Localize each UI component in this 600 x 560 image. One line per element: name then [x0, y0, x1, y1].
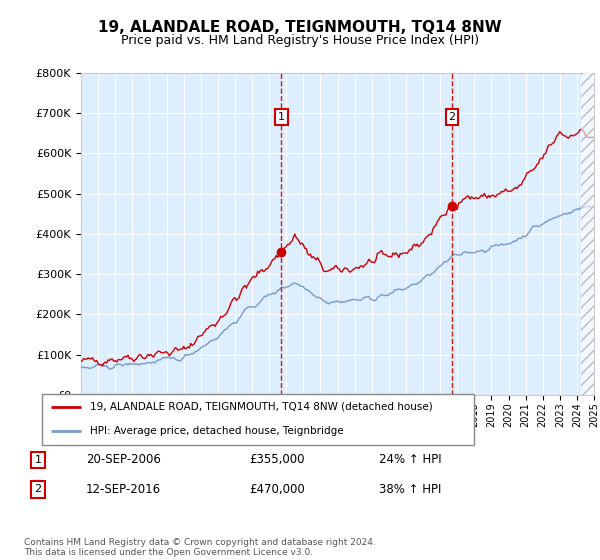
- Text: 24% ↑ HPI: 24% ↑ HPI: [379, 453, 442, 466]
- Text: Contains HM Land Registry data © Crown copyright and database right 2024.
This d: Contains HM Land Registry data © Crown c…: [24, 538, 376, 557]
- Text: £470,000: £470,000: [250, 483, 305, 496]
- Text: £355,000: £355,000: [250, 453, 305, 466]
- Text: HPI: Average price, detached house, Teignbridge: HPI: Average price, detached house, Teig…: [89, 426, 343, 436]
- Text: 19, ALANDALE ROAD, TEIGNMOUTH, TQ14 8NW (detached house): 19, ALANDALE ROAD, TEIGNMOUTH, TQ14 8NW …: [89, 402, 432, 412]
- Text: 38% ↑ HPI: 38% ↑ HPI: [379, 483, 442, 496]
- Text: 2: 2: [35, 484, 41, 494]
- Text: 1: 1: [35, 455, 41, 465]
- Text: 1: 1: [278, 112, 285, 122]
- Text: 2: 2: [449, 112, 455, 122]
- Text: 19, ALANDALE ROAD, TEIGNMOUTH, TQ14 8NW: 19, ALANDALE ROAD, TEIGNMOUTH, TQ14 8NW: [98, 20, 502, 35]
- Text: 20-SEP-2006: 20-SEP-2006: [86, 453, 161, 466]
- Text: Price paid vs. HM Land Registry's House Price Index (HPI): Price paid vs. HM Land Registry's House …: [121, 34, 479, 46]
- Text: 12-SEP-2016: 12-SEP-2016: [86, 483, 161, 496]
